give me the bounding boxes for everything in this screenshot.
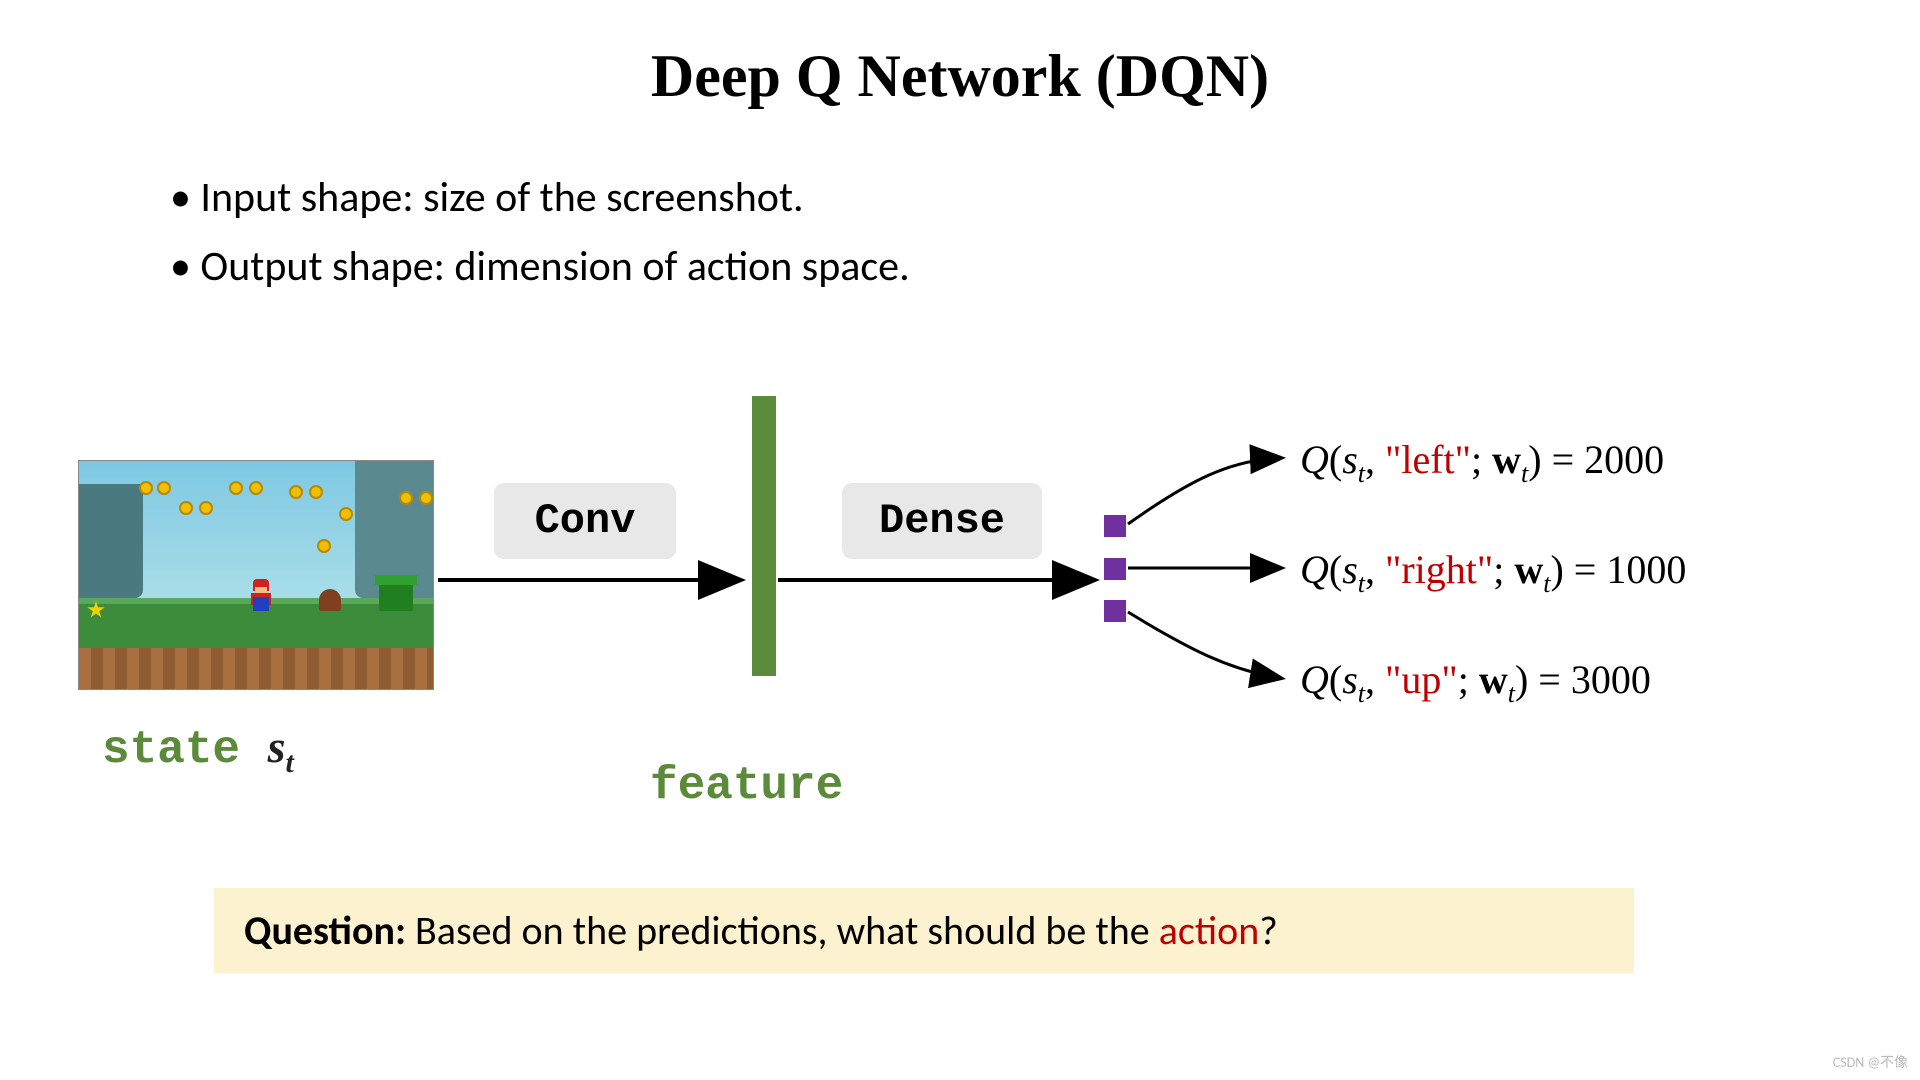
q-value-line: Q(st, "left"; wt) = 2000 [1300,436,1664,489]
bullet-item: • Output shape: dimension of action spac… [170,241,910,292]
feature-vector-bar [752,396,776,676]
conv-layer-box: Conv [494,483,676,559]
state-screenshot [78,460,434,690]
output-node [1104,515,1126,537]
question-box: Question: Based on the predictions, what… [214,888,1634,973]
watermark: CSDN @不像 [1833,1052,1908,1072]
bullet-item: • Input shape: size of the screenshot. [170,172,910,223]
question-text-after: ? [1259,906,1278,955]
dqn-diagram: state st Conv Dense feature Q(st, "left"… [0,390,1920,790]
output-node [1104,600,1126,622]
question-action-word: action [1159,906,1259,955]
feature-label: feature [650,760,843,812]
slide-title: Deep Q Network (DQN) [0,42,1920,111]
bullet-list: • Input shape: size of the screenshot. • … [170,172,910,310]
dense-layer-box: Dense [842,483,1042,559]
question-text-before: Based on the predictions, what should be… [406,906,1159,955]
q-value-line: Q(st, "right"; wt) = 1000 [1300,546,1686,599]
question-label: Question: [244,906,406,955]
output-node [1104,558,1126,580]
q-value-line: Q(st, "up"; wt) = 3000 [1300,656,1651,709]
state-word: state [102,724,268,776]
state-label: state st [102,720,294,780]
